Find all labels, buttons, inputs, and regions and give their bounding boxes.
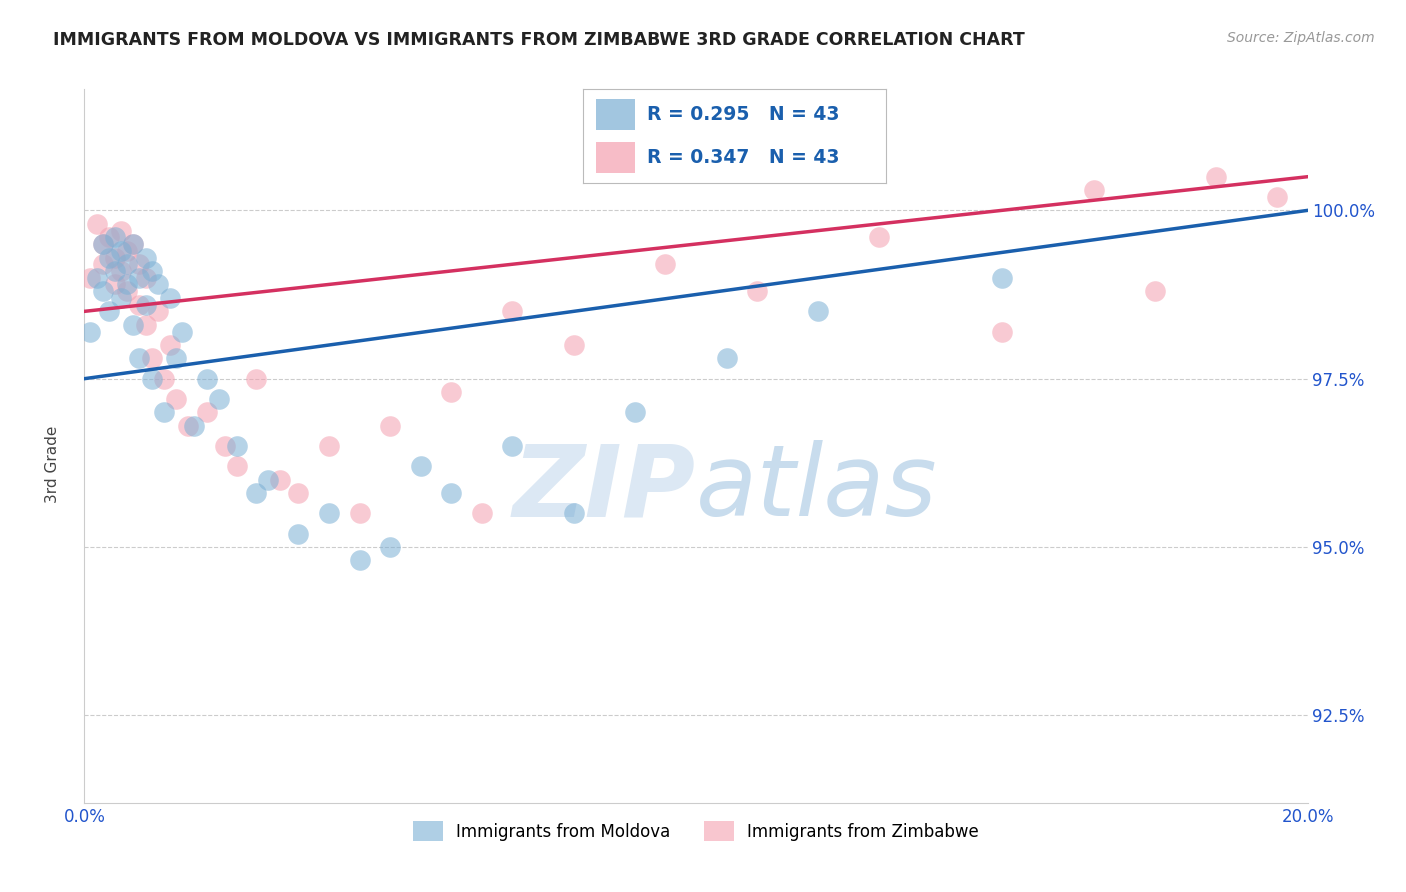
Point [128,257,150,271]
Point [654,257,676,271]
Point [502,439,524,453]
Point [91,237,114,252]
Point [257,473,280,487]
Point [110,264,132,278]
Point [135,298,157,312]
Point [287,486,309,500]
Bar [596,98,636,130]
Point [91,237,114,252]
Point [110,244,132,258]
Point [153,405,176,419]
Point [79,325,101,339]
Point [115,244,138,258]
Legend: Immigrants from Moldova, Immigrants from Zimbabwe: Immigrants from Moldova, Immigrants from… [406,814,986,848]
Point [104,277,127,292]
Point [104,264,127,278]
Point [86,270,108,285]
Bar [596,142,636,173]
Point [1143,284,1166,298]
Point [141,372,163,386]
Point [128,298,150,312]
Point [86,217,108,231]
Point [1265,190,1288,204]
Point [245,486,267,500]
Text: ZIP: ZIP [513,441,696,537]
Point [128,270,150,285]
Point [183,418,205,433]
Point [502,304,524,318]
Point [380,540,402,554]
Point [141,351,163,366]
Point [562,506,585,520]
Point [159,291,181,305]
Point [214,439,236,453]
Point [159,338,181,352]
Point [1205,169,1227,184]
Point [471,506,494,520]
Point [208,392,231,406]
Point [226,439,249,453]
Point [104,251,127,265]
Text: IMMIGRANTS FROM MOLDOVA VS IMMIGRANTS FROM ZIMBABWE 3RD GRADE CORRELATION CHART: IMMIGRANTS FROM MOLDOVA VS IMMIGRANTS FR… [53,31,1025,49]
Point [91,284,114,298]
Point [716,351,738,366]
Point [440,486,463,500]
Point [135,270,157,285]
Point [195,405,218,419]
Point [318,439,340,453]
Point [177,418,200,433]
Point [172,325,194,339]
Point [122,237,145,252]
Point [869,230,891,244]
Point [128,351,150,366]
Point [440,385,463,400]
Point [245,372,267,386]
Point [97,251,120,265]
Point [135,251,157,265]
Point [122,237,145,252]
Point [195,372,218,386]
Point [122,318,145,332]
Point [991,270,1014,285]
Point [97,304,120,318]
Point [91,257,114,271]
Point [115,257,138,271]
Point [807,304,830,318]
Point [165,351,187,366]
Point [226,459,249,474]
Point [287,526,309,541]
Point [115,284,138,298]
Point [269,473,291,487]
Point [153,372,176,386]
Text: 3rd Grade: 3rd Grade [45,425,60,502]
Point [146,277,169,292]
Point [97,230,120,244]
Point [349,553,371,567]
Point [624,405,647,419]
Point [110,291,132,305]
Text: R = 0.295   N = 43: R = 0.295 N = 43 [647,105,839,124]
Text: Source: ZipAtlas.com: Source: ZipAtlas.com [1227,31,1375,45]
Point [380,418,402,433]
Point [349,506,371,520]
Point [1083,183,1105,197]
Point [104,230,127,244]
Text: atlas: atlas [696,441,938,537]
Point [141,264,163,278]
Point [747,284,769,298]
Point [409,459,432,474]
Text: R = 0.347   N = 43: R = 0.347 N = 43 [647,148,839,167]
Point [165,392,187,406]
Point [110,223,132,237]
Point [146,304,169,318]
Point [115,277,138,292]
Point [135,318,157,332]
Point [318,506,340,520]
Point [79,270,101,285]
Point [991,325,1014,339]
Point [562,338,585,352]
